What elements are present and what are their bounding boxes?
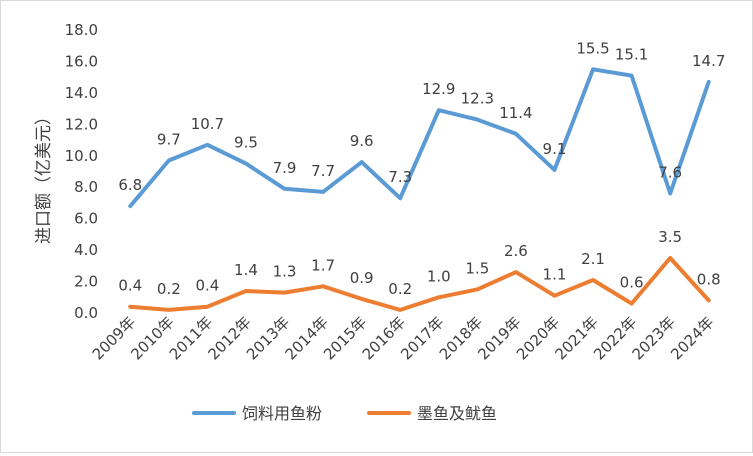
y-axis-label: 进口额（亿美元）: [34, 108, 54, 244]
x-tick-label: 2024年: [667, 313, 717, 363]
data-label: 0.4: [195, 277, 219, 295]
y-tick-label: 18.0: [65, 21, 98, 39]
y-tick-label: 8.0: [74, 178, 98, 196]
y-axis-label-group: 进口额（亿美元）: [34, 108, 54, 244]
data-label: 9.1: [543, 140, 567, 158]
data-label: 11.4: [499, 104, 532, 122]
y-tick-label: 10.0: [65, 147, 98, 165]
data-label: 2.6: [504, 242, 528, 260]
legend-label: 饲料用鱼粉: [242, 404, 322, 423]
data-point: [437, 295, 441, 299]
series-line-2: [128, 256, 711, 312]
y-tick-label: 6.0: [74, 210, 98, 228]
legend: 饲料用鱼粉 墨鱼及鱿鱼: [192, 404, 497, 423]
data-label: 12.9: [422, 80, 455, 98]
data-label: 6.8: [118, 176, 142, 194]
data-point: [283, 187, 287, 191]
data-point: [552, 294, 556, 298]
data-label: 12.3: [461, 90, 494, 108]
data-point: [514, 270, 518, 274]
data-point: [475, 287, 479, 291]
data-label: 0.9: [350, 269, 374, 287]
data-point: [244, 289, 248, 293]
data-point: [707, 80, 711, 84]
data-label: 10.7: [191, 115, 224, 133]
y-tick-label: 0.0: [74, 304, 98, 322]
data-label: 1.5: [465, 259, 489, 277]
data-label: 1.4: [234, 261, 258, 279]
data-point: [205, 305, 209, 309]
data-label: 3.5: [658, 228, 682, 246]
data-label: 9.7: [157, 130, 181, 148]
data-label: 2.1: [581, 250, 605, 268]
data-point: [437, 108, 441, 112]
data-point: [205, 143, 209, 147]
data-labels: 6.8 9.7 10.7 9.5 7.9 7.7 9.6 7.3 12.9 12.3 11.4 9.1…: [118, 39, 725, 298]
data-point: [244, 162, 248, 166]
data-point: [321, 190, 325, 194]
data-point: [398, 196, 402, 200]
y-tick-label: 4.0: [74, 241, 98, 259]
data-label: 7.7: [311, 162, 335, 180]
data-point: [167, 158, 171, 162]
data-point: [167, 308, 171, 312]
data-label: 7.9: [273, 159, 297, 177]
data-point: [321, 284, 325, 288]
data-point: [668, 256, 672, 260]
data-label: 7.3: [388, 168, 412, 186]
data-label: 9.5: [234, 134, 258, 152]
data-label: 1.1: [543, 266, 567, 284]
data-point: [128, 305, 132, 309]
data-label: 1.7: [311, 256, 335, 274]
data-point: [360, 297, 364, 301]
legend-label: 墨鱼及鱿鱼: [417, 404, 497, 423]
y-tick-label: 14.0: [65, 84, 98, 102]
data-point: [630, 302, 634, 306]
y-tick-label: 2.0: [74, 273, 98, 291]
x-axis-ticks: 2009年2010年2011年2012年2013年2014年2015年2016年…: [89, 313, 718, 363]
data-label: 15.1: [615, 46, 648, 64]
data-label: 0.6: [620, 274, 644, 292]
data-label: 0.8: [697, 270, 721, 288]
data-label: 15.5: [576, 39, 609, 57]
data-point: [591, 278, 595, 282]
data-label: 0.2: [388, 280, 412, 298]
data-label: 7.6: [658, 164, 682, 182]
data-point: [283, 291, 287, 295]
y-tick-label: 12.0: [65, 115, 98, 133]
data-label: 14.7: [692, 52, 725, 70]
data-point: [128, 204, 132, 208]
data-label: 1.0: [427, 267, 451, 285]
data-label: 9.6: [350, 132, 374, 150]
data-label: 0.2: [157, 280, 181, 298]
data-point: [668, 192, 672, 196]
y-tick-label: 16.0: [65, 52, 98, 70]
data-point: [552, 168, 556, 172]
series-lines: [128, 67, 711, 312]
data-point: [398, 308, 402, 312]
data-point: [707, 298, 711, 302]
data-point: [475, 118, 479, 122]
data-point: [591, 67, 595, 71]
data-point: [514, 132, 518, 136]
data-label: 0.4: [118, 277, 142, 295]
data-point: [360, 160, 364, 164]
series-line-1: [128, 67, 711, 209]
y-axis-ticks: 0.0 2.0 4.0 6.0 8.0 10.0 12.0 14.0 16.0 18.0: [65, 21, 98, 322]
data-point: [630, 74, 634, 78]
data-label: 1.3: [273, 263, 297, 281]
